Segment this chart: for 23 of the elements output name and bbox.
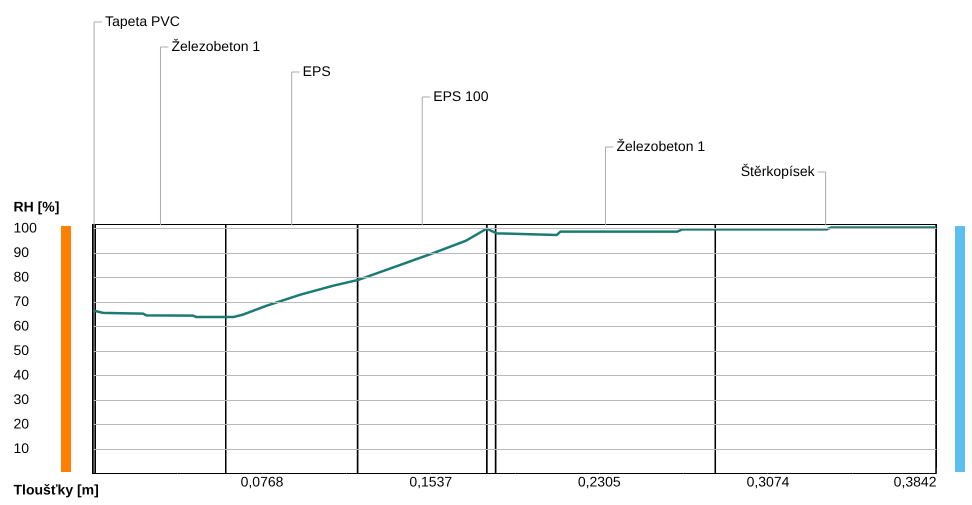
band-label: EPS — [302, 63, 331, 79]
x-tick-label: 0,2305 — [578, 474, 621, 490]
y-tick-label: 90 — [14, 244, 30, 260]
y-tick-label: 100 — [14, 220, 38, 236]
y-tick-label: 10 — [14, 440, 30, 456]
y-tick-label: 80 — [14, 268, 30, 285]
y-tick-label: 50 — [14, 342, 30, 358]
y-tick-label: 30 — [14, 391, 30, 408]
band-label: Tapeta PVC — [105, 13, 180, 29]
x-tick-label: 0,3074 — [746, 474, 790, 490]
x-tick-label: 0,3842 — [894, 474, 937, 490]
y-tick-label: 40 — [14, 366, 30, 383]
x-tick-label: 0,1537 — [409, 474, 452, 490]
y-tick-label: 60 — [14, 318, 30, 334]
x-tick-label: 0,0768 — [240, 474, 284, 490]
band-label: Štěrkopísek — [740, 163, 816, 179]
y-tick-label: 20 — [14, 416, 30, 432]
y-axis-title: RH [%] — [14, 198, 60, 214]
band-label: Železobeton 1 — [616, 138, 706, 154]
y-tick-label: 70 — [14, 293, 30, 310]
x-axis-title: Tloušťky [m] — [14, 482, 99, 498]
band-label: Železobeton 1 — [171, 38, 260, 54]
band-label: EPS 100 — [433, 88, 489, 104]
